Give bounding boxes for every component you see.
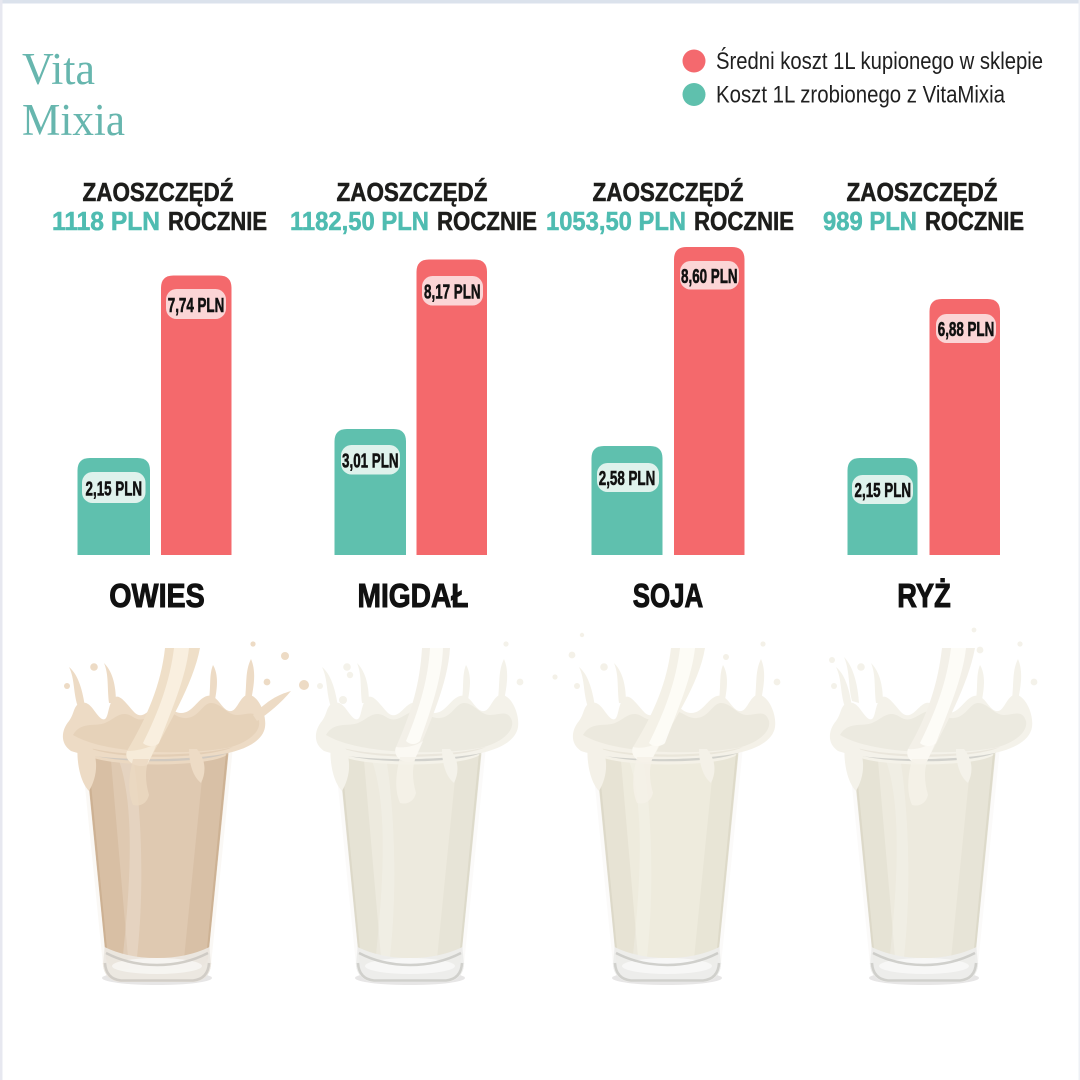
svg-text:Vita: Vita [22,44,95,94]
svg-text:2,15 PLN: 2,15 PLN [855,480,912,502]
svg-text:7,74 PLN: 7,74 PLN [168,295,225,317]
svg-text:1118 PLN: 1118 PLN [52,206,160,236]
svg-text:8,17 PLN: 8,17 PLN [424,282,481,304]
svg-text:ZAOSZCZĘDŹ: ZAOSZCZĘDŹ [83,177,234,207]
svg-text:SOJA: SOJA [633,578,704,615]
svg-text:ROCZNIE: ROCZNIE [925,206,1024,236]
svg-text:ROCZNIE: ROCZNIE [168,206,267,236]
svg-text:RYŻ: RYŻ [897,578,951,615]
svg-text:2,15 PLN: 2,15 PLN [86,479,143,501]
svg-text:ZAOSZCZĘDŹ: ZAOSZCZĘDŹ [593,177,744,207]
svg-text:ROCZNIE: ROCZNIE [694,206,794,236]
svg-text:3,01 PLN: 3,01 PLN [342,451,399,473]
svg-text:6,88 PLN: 6,88 PLN [938,319,995,341]
svg-text:8,60 PLN: 8,60 PLN [681,266,738,288]
svg-text:ZAOSZCZĘDŹ: ZAOSZCZĘDŹ [847,177,998,207]
svg-text:Koszt 1L zrobionego z VitaMixi: Koszt 1L zrobionego z VitaMixia [716,82,1006,109]
svg-text:ZAOSZCZĘDŹ: ZAOSZCZĘDŹ [337,177,488,207]
svg-text:Mixia: Mixia [22,95,125,145]
svg-text:1182,50 PLN: 1182,50 PLN [290,206,429,236]
svg-text:989 PLN: 989 PLN [823,206,917,236]
svg-text:MIGDAŁ: MIGDAŁ [358,578,469,615]
svg-text:OWIES: OWIES [109,578,205,615]
svg-text:2,58 PLN: 2,58 PLN [599,468,656,490]
svg-text:ROCZNIE: ROCZNIE [437,206,537,236]
svg-text:Średni koszt 1L kupionego w sk: Średni koszt 1L kupionego w sklepie [716,47,1043,75]
svg-text:1053,50 PLN: 1053,50 PLN [546,206,686,236]
